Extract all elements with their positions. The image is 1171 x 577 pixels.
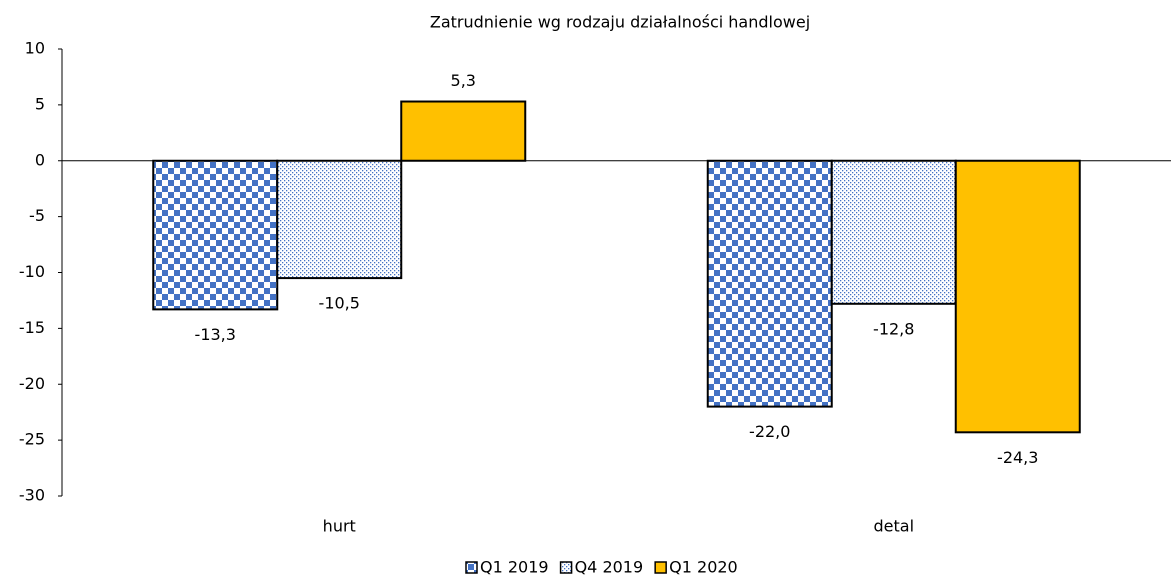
y-tick-label: 5 (35, 94, 45, 113)
x-tick-label: hurt (323, 517, 356, 536)
data-label: -12,8 (873, 319, 914, 338)
x-tick-label: detal (873, 517, 914, 536)
data-label: 5,3 (451, 71, 476, 90)
y-tick-label: -15 (19, 318, 45, 337)
legend-label: Q1 2020 (669, 558, 738, 577)
y-tick-label: -25 (19, 430, 45, 449)
legend-swatch (559, 561, 573, 574)
legend-label: Q1 2019 (480, 558, 549, 577)
bar (400, 100, 527, 162)
data-label: -13,3 (195, 325, 236, 344)
data-label: -22,0 (749, 422, 790, 441)
data-label: -10,5 (319, 294, 360, 313)
y-tick-label: -5 (29, 206, 45, 225)
legend-swatch (465, 561, 478, 574)
y-tick-label: -30 (19, 486, 45, 505)
bar (152, 159, 279, 311)
bar (276, 159, 403, 280)
data-label: -24,3 (997, 448, 1038, 467)
bar (706, 159, 833, 408)
legend-swatch (654, 561, 667, 574)
y-tick-label: 0 (35, 150, 45, 169)
legend-label: Q4 2019 (575, 558, 644, 577)
bar (954, 159, 1081, 434)
y-tick-label: -10 (19, 262, 45, 281)
y-tick-label: 10 (25, 39, 45, 58)
y-tick-label: -20 (19, 374, 45, 393)
chart-title: Zatrudnienie wg rodzaju działalności han… (430, 13, 810, 32)
bar (830, 159, 957, 305)
